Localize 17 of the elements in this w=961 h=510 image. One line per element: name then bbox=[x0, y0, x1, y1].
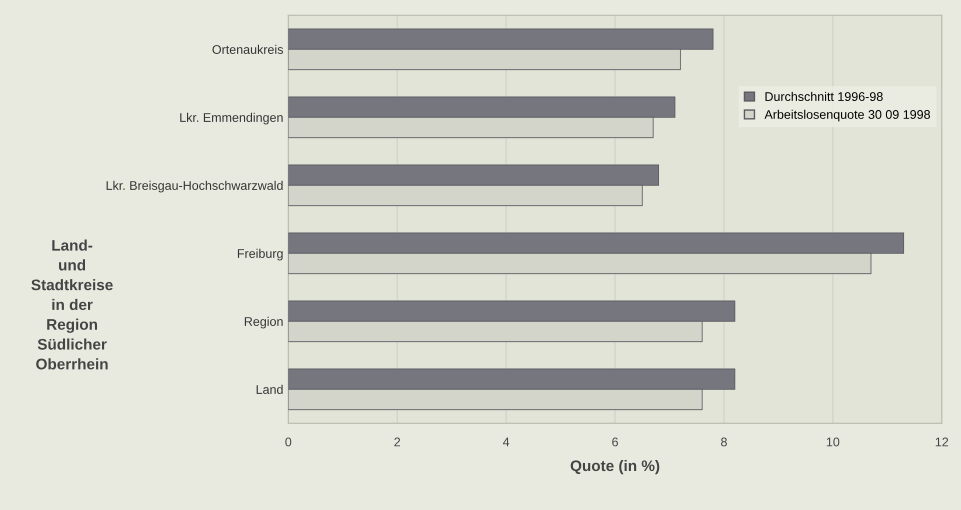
x-tick-label: 6 bbox=[612, 438, 618, 446]
x-tick-label: 2 bbox=[394, 438, 400, 446]
y-axis-title: Land- und Stadtkreise in der Region Südlicher Oberrhein bbox=[31, 240, 113, 370]
x-tick-label: 10 bbox=[826, 438, 840, 446]
x-tick-label: 0 bbox=[285, 438, 292, 446]
y-tick-label: Land bbox=[256, 384, 283, 394]
legend-label: Durchschnitt 1996-98 bbox=[765, 92, 883, 102]
y-tick-label: Lkr. Breisgau-Hochschwarzwald bbox=[106, 180, 283, 192]
y-tick-label: Freiburg bbox=[238, 248, 283, 260]
x-tick-label: 4 bbox=[502, 438, 510, 446]
x-tick-label: 12 bbox=[936, 438, 948, 446]
legend-label: Arbeitslosenquote 30 09 1998 bbox=[764, 110, 930, 122]
y-tick-label: Ortenaukreis bbox=[212, 44, 283, 54]
y-tick-label: Region bbox=[244, 316, 283, 328]
x-tick-label: 8 bbox=[721, 438, 727, 446]
y-tick-label: Lkr. Emmendingen bbox=[180, 112, 283, 124]
x-axis-title: Quote (in %) bbox=[570, 460, 660, 474]
